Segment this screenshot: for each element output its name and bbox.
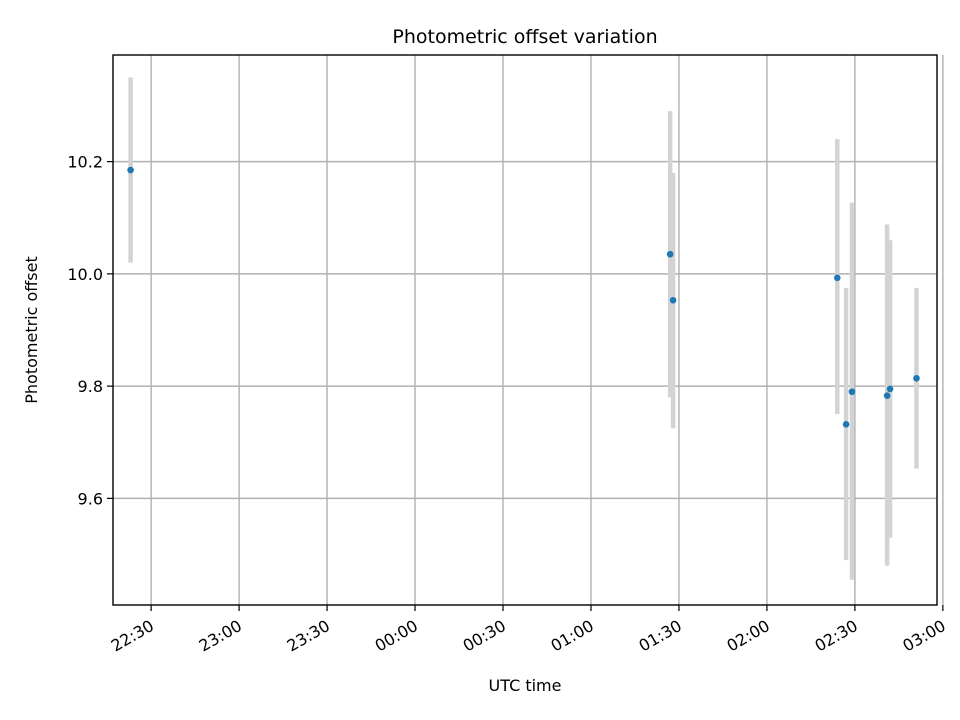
x-tick-label: 22:30 xyxy=(108,616,157,656)
data-point xyxy=(833,274,841,282)
x-tick-label: 23:30 xyxy=(284,616,333,656)
x-axis-label: UTC time xyxy=(489,676,562,695)
x-tick-label: 02:30 xyxy=(811,616,860,656)
y-tick-label: 9.6 xyxy=(78,489,103,508)
plot-frame xyxy=(112,54,938,606)
x-tick-label: 03:00 xyxy=(899,616,948,656)
y-tick-label: 9.8 xyxy=(78,377,103,396)
y-tick-label: 10.0 xyxy=(67,265,103,284)
data-point xyxy=(666,250,674,258)
x-tick-label: 00:30 xyxy=(460,616,509,656)
y-axis-label: Photometric offset xyxy=(22,256,41,404)
y-tick-label: 10.2 xyxy=(67,153,103,172)
chart-title: Photometric offset variation xyxy=(392,26,657,48)
x-axis: 22:30 23:00 23:30 00:00 00:30 01:00 01:30 02:00… xyxy=(108,605,949,656)
data-point xyxy=(913,374,920,382)
x-tick-label: 23:00 xyxy=(196,616,245,656)
x-tick-label: 01:30 xyxy=(636,616,685,656)
data-point xyxy=(842,420,850,428)
data-point xyxy=(669,296,677,304)
data-layer xyxy=(127,77,920,580)
x-tick-label: 01:00 xyxy=(548,616,597,656)
data-point xyxy=(848,388,856,396)
y-axis: 9.6 9.8 10.0 10.2 xyxy=(67,153,113,508)
x-tick-label: 00:00 xyxy=(372,616,421,656)
data-point xyxy=(127,166,134,174)
x-tick-label: 02:00 xyxy=(723,616,772,656)
data-point xyxy=(883,392,891,399)
data-point xyxy=(886,385,894,393)
grid xyxy=(113,55,944,605)
